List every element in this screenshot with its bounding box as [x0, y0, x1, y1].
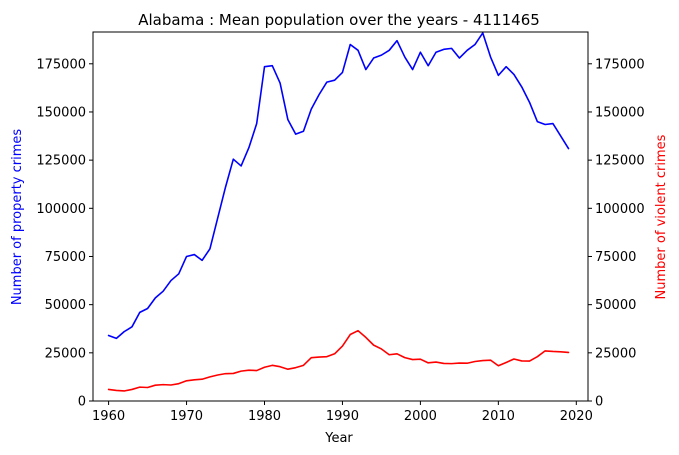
violent-crimes-line [107, 329, 570, 392]
x-tick-label: 2020 [560, 409, 593, 424]
right-y-tick-label: 125000 [595, 154, 645, 169]
left-y-tick-label: 0 [78, 395, 86, 410]
x-axis-label: Year [324, 431, 353, 446]
left-y-tick-label: 25000 [45, 346, 86, 361]
chart-title: Alabama : Mean population over the years… [138, 11, 540, 29]
right-y-tick-label: 150000 [595, 105, 645, 120]
x-tick-label: 2010 [482, 409, 515, 424]
x-axis: 1960 1970 1980 1990 2000 2010 2020 [92, 401, 593, 424]
right-y-tick-label: 100000 [595, 202, 645, 217]
right-y-axis: 0 25000 50000 75000 100000 125000 150000 175000 [588, 57, 645, 410]
series-layer [107, 32, 570, 392]
x-tick-label: 2000 [404, 409, 437, 424]
property-crimes-line [107, 32, 570, 340]
x-tick-label: 1980 [248, 409, 281, 424]
plot-frame [92, 31, 589, 402]
left-y-tick-label: 125000 [36, 154, 86, 169]
left-y-axis: 0 25000 50000 75000 100000 125000 150000 175000 [36, 57, 93, 410]
right-y-tick-label: 0 [595, 395, 603, 410]
left-y-tick-label: 75000 [45, 250, 86, 265]
left-y-tick-label: 150000 [36, 105, 86, 120]
left-y-axis-label: Number of property crimes [10, 129, 25, 306]
x-tick-label: 1970 [170, 409, 203, 424]
left-y-tick-label: 175000 [36, 57, 86, 72]
left-y-tick-label: 50000 [45, 298, 86, 313]
right-y-tick-label: 50000 [595, 298, 636, 313]
x-tick-label: 1990 [326, 409, 359, 424]
left-y-tick-label: 100000 [36, 202, 86, 217]
right-y-tick-label: 175000 [595, 57, 645, 72]
right-y-axis-label: Number of violent crimes [654, 134, 669, 299]
right-y-tick-label: 25000 [595, 346, 636, 361]
right-y-tick-label: 75000 [595, 250, 636, 265]
x-tick-label: 1960 [92, 409, 125, 424]
